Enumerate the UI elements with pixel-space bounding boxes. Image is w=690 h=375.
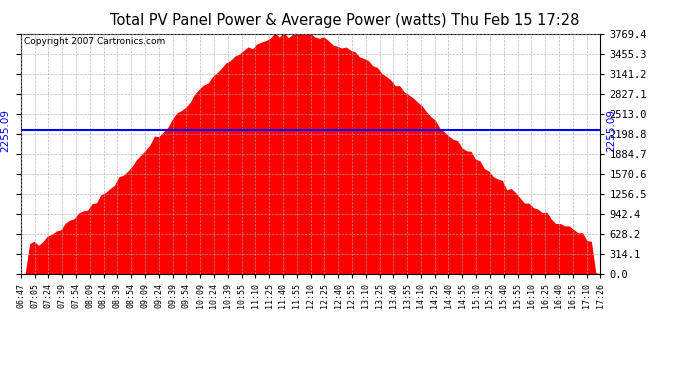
- Text: 2255.09: 2255.09: [0, 109, 10, 152]
- Text: Copyright 2007 Cartronics.com: Copyright 2007 Cartronics.com: [23, 38, 165, 46]
- Text: 2255.09: 2255.09: [606, 109, 616, 152]
- Text: Total PV Panel Power & Average Power (watts) Thu Feb 15 17:28: Total PV Panel Power & Average Power (wa…: [110, 13, 580, 28]
